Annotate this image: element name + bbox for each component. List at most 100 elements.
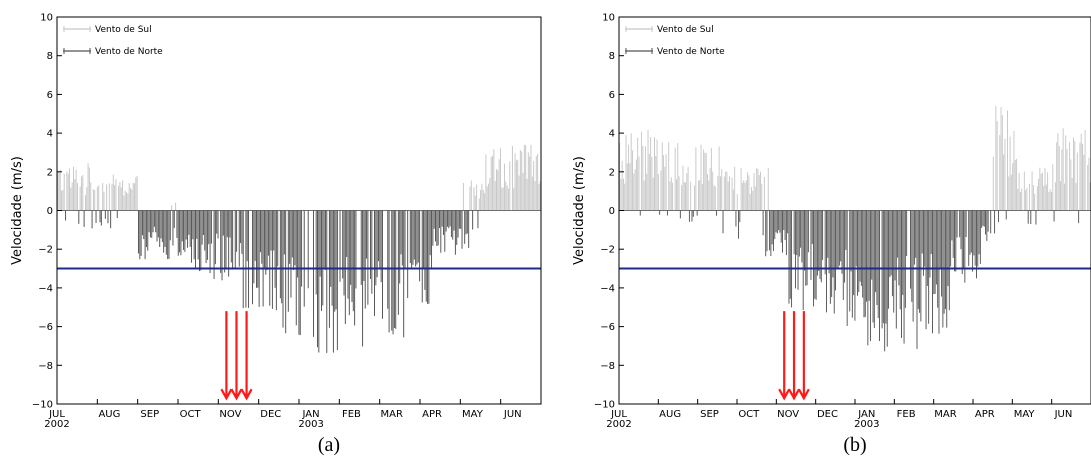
bar [1007, 110, 1008, 211]
bar [513, 187, 515, 211]
bar [740, 167, 742, 211]
bar [478, 198, 480, 211]
bar [838, 210, 840, 266]
red-arrow [797, 311, 810, 401]
bar [1052, 164, 1054, 211]
bar [672, 182, 674, 211]
bar [1039, 167, 1041, 211]
bar [106, 184, 108, 211]
bar [240, 210, 242, 244]
bar [1076, 152, 1078, 211]
bar [78, 210, 80, 224]
bar [130, 187, 132, 211]
bar [1074, 141, 1076, 211]
bar [324, 210, 326, 270]
bar [818, 210, 820, 271]
bar [903, 210, 905, 344]
bar [507, 188, 509, 211]
bar [935, 210, 937, 285]
bar [464, 210, 466, 244]
bar [642, 145, 644, 211]
bar [214, 210, 216, 265]
bar [806, 210, 808, 286]
x-tick-label: MAY [1014, 409, 1036, 420]
bar [664, 166, 666, 211]
bar [738, 210, 740, 239]
red-arrow [220, 311, 233, 401]
bar [775, 210, 777, 233]
bar [1005, 210, 1007, 220]
bar [124, 190, 126, 211]
bar [1017, 188, 1019, 211]
bar [488, 183, 490, 211]
bar [1016, 158, 1018, 211]
y-tick-label: −4 [38, 283, 53, 294]
bar [921, 210, 923, 254]
x-tick-label: AUG [659, 409, 681, 420]
bar [79, 186, 81, 211]
bar [415, 210, 417, 267]
y-tick-label: −10 [32, 400, 53, 411]
bar [996, 121, 998, 211]
red-arrow [230, 311, 243, 401]
bar [277, 210, 279, 267]
bar [862, 210, 864, 298]
y-tick-label: −10 [594, 400, 615, 411]
bar [107, 210, 109, 224]
bar [431, 210, 433, 270]
y-axis-label: Velocidade (m/s) [572, 156, 587, 265]
bar [904, 210, 906, 308]
bar [1019, 192, 1021, 211]
bar [201, 210, 203, 245]
bar [679, 210, 681, 219]
bar [893, 210, 895, 313]
bar [987, 210, 989, 232]
bar [766, 210, 768, 252]
y-tick-label: 4 [47, 129, 53, 140]
bar [120, 187, 122, 211]
bar [633, 173, 635, 211]
bar [933, 210, 935, 295]
bar [866, 210, 868, 302]
bar [741, 182, 743, 211]
bar [963, 210, 965, 269]
bar [332, 210, 334, 353]
bar [75, 169, 77, 211]
bar [1049, 189, 1051, 211]
bar [1035, 210, 1037, 225]
bar [894, 210, 896, 281]
bar [347, 210, 349, 299]
y-tick-label: 2 [609, 167, 615, 178]
bar [99, 210, 101, 223]
bar [392, 210, 394, 335]
bar [1041, 172, 1043, 211]
bar [899, 210, 901, 310]
bar [348, 210, 350, 316]
x-tick-label: NOV [777, 409, 799, 420]
bar [619, 143, 621, 211]
x-tick-label: SEP [700, 409, 719, 420]
bar [822, 210, 824, 260]
bar [442, 210, 444, 235]
bar [489, 178, 491, 211]
bar [725, 171, 727, 211]
bar [1069, 142, 1071, 211]
bar [114, 184, 116, 211]
bar [241, 210, 243, 254]
bar [951, 210, 953, 241]
bar [791, 210, 793, 308]
bar [466, 210, 468, 234]
bar [92, 189, 94, 211]
bar [1031, 171, 1033, 211]
bar [149, 210, 151, 238]
bar [261, 210, 263, 264]
bar [685, 182, 686, 211]
bar [242, 210, 244, 309]
bar [977, 210, 979, 267]
bar [965, 210, 967, 237]
bar [691, 210, 693, 222]
bar [705, 153, 707, 211]
bar [425, 210, 427, 302]
bar [285, 210, 287, 334]
bar [765, 210, 767, 257]
